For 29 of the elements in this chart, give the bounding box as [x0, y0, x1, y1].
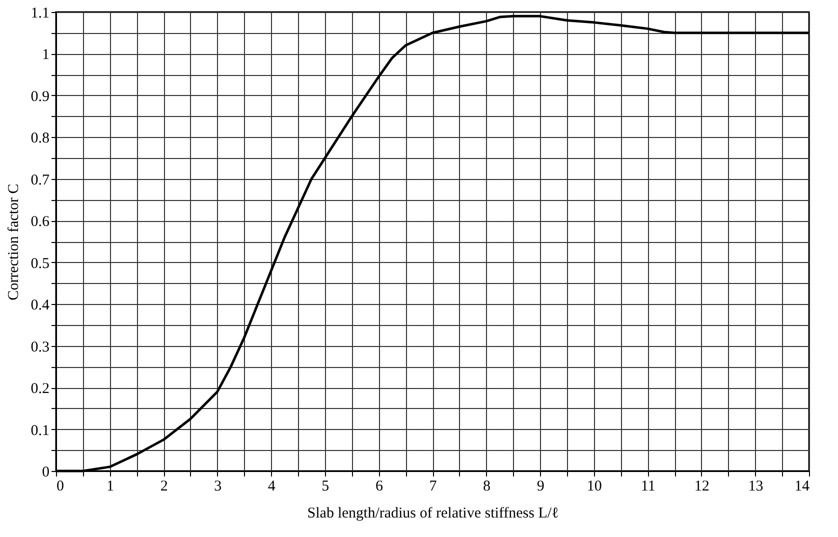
x-tick-label: 3 — [214, 478, 222, 494]
x-tick-label: 5 — [322, 478, 330, 494]
x-tick-label: 6 — [375, 478, 384, 494]
x-tick-label: 9 — [536, 478, 544, 494]
x-tick-label: 4 — [268, 478, 276, 494]
y-tick-label: 0.4 — [30, 298, 50, 314]
y-tick-label: 0.2 — [30, 381, 50, 398]
x-tick-label: 11 — [640, 478, 656, 494]
x-tick-label: 7 — [429, 478, 438, 494]
y-tick-label: 1 — [42, 47, 50, 64]
y-tick-label: 0 — [42, 464, 50, 480]
y-tick-label: 0.6 — [30, 214, 50, 230]
y-tick-label: 0.1 — [30, 422, 50, 439]
x-tick-label: 0 — [56, 478, 64, 494]
y-tick-label: 1.1 — [30, 6, 50, 22]
y-tick-label: 0.3 — [30, 339, 50, 356]
y-tick-label: 0.7 — [30, 172, 50, 188]
x-tick-label: 10 — [586, 478, 602, 494]
x-axis-title: Slab length/radius of relative stiffness L/ℓ — [307, 506, 559, 522]
x-tick-label: 14 — [794, 478, 810, 494]
x-tick-label: 1 — [106, 478, 114, 494]
y-tick-label: 0.9 — [30, 88, 50, 105]
x-tick-label: 12 — [694, 478, 710, 494]
x-tick-label: 2 — [160, 478, 168, 494]
x-tick-label: 8 — [483, 478, 491, 494]
y-axis-title: Correction factor C — [6, 184, 22, 300]
y-tick-label: 0.8 — [30, 130, 50, 147]
x-tick-label: 13 — [748, 478, 764, 494]
y-tick-label: 0.5 — [30, 256, 50, 272]
